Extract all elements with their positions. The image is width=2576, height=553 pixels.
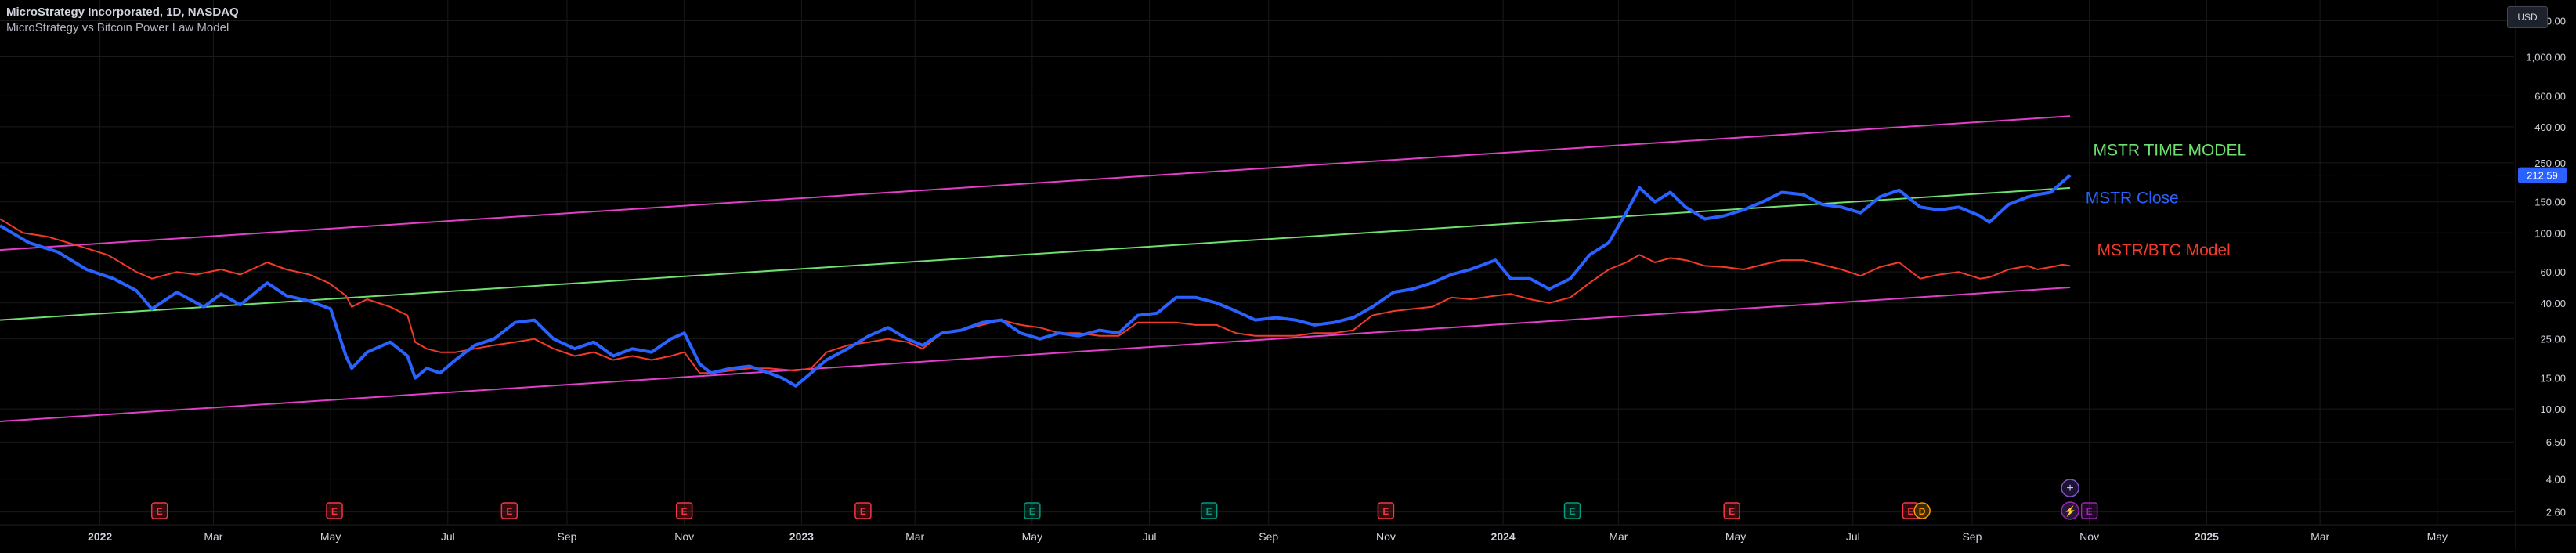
svg-text:E: E xyxy=(506,506,512,517)
y-tick-label: 2.60 xyxy=(2546,507,2566,519)
annotation-mstr-time-model: MSTR TIME MODEL xyxy=(2094,142,2247,160)
x-tick-label: 2023 xyxy=(789,530,814,543)
svg-text:E: E xyxy=(1729,506,1735,517)
y-tick-label: 150.00 xyxy=(2534,197,2566,208)
svg-text:E: E xyxy=(1907,506,1913,517)
x-tick-label: 2024 xyxy=(1491,530,1516,543)
y-tick-label: 400.00 xyxy=(2534,121,2566,133)
y-tick-label: 250.00 xyxy=(2534,157,2566,169)
dividend-icon[interactable] xyxy=(1913,502,1931,519)
series-mstr-close[interactable] xyxy=(0,174,2072,388)
split-icon-glyph: ⚡ xyxy=(2064,505,2076,518)
svg-text:E: E xyxy=(1206,506,1212,517)
add-plus-icon[interactable] xyxy=(2061,479,2079,497)
y-tick-label: 15.00 xyxy=(2540,373,2566,385)
svg-text:E: E xyxy=(157,506,163,517)
svg-text:E: E xyxy=(1029,506,1035,517)
x-tick-label: Nov xyxy=(674,530,694,543)
y-tick-label: 6.50 xyxy=(2546,436,2566,448)
chart-header: MicroStrategy Incorporated, 1D, NASDAQ M… xyxy=(6,5,239,36)
indicator-title[interactable]: MicroStrategy vs Bitcoin Power Law Model xyxy=(6,21,229,34)
x-tick-label: Mar xyxy=(204,530,222,543)
earnings-flag-icon[interactable]: E xyxy=(326,502,343,519)
dividend-icon-glyph: D xyxy=(1919,506,1926,517)
x-tick-label: Mar xyxy=(1609,530,1628,543)
earnings-flag-icon[interactable]: E xyxy=(854,502,872,519)
y-tick-label: 10.00 xyxy=(2540,403,2566,415)
y-tick-label: 4.00 xyxy=(2546,474,2566,486)
earnings-flag-icon[interactable]: E xyxy=(150,502,168,519)
earnings-flag-icon[interactable]: E xyxy=(500,502,518,519)
svg-text:E: E xyxy=(681,506,688,517)
svg-text:E: E xyxy=(1382,506,1389,517)
x-tick-label: Jul xyxy=(1846,530,1860,543)
x-tick-label: 2022 xyxy=(88,530,112,543)
x-tick-label: Sep xyxy=(1962,530,1982,543)
x-tick-label: Nov xyxy=(2079,530,2099,543)
y-tick-label: 40.00 xyxy=(2540,298,2566,309)
x-tick-label: May xyxy=(320,530,341,543)
y-tick-label: 600.00 xyxy=(2534,90,2566,102)
y-tick-label: 100.00 xyxy=(2534,227,2566,239)
x-tick-label: Mar xyxy=(905,530,924,543)
x-tick-label: May xyxy=(2427,530,2448,543)
svg-text:E: E xyxy=(2086,506,2093,517)
symbol-title[interactable]: MicroStrategy Incorporated, 1D, NASDAQ xyxy=(6,5,239,19)
x-tick-label: 2025 xyxy=(2195,530,2219,543)
last-price-label: 212.59 xyxy=(2527,170,2558,182)
earnings-flag-icon[interactable]: E xyxy=(1563,502,1581,519)
earnings-flag-icon[interactable]: E xyxy=(675,502,693,519)
svg-text:E: E xyxy=(860,506,866,517)
svg-text:E: E xyxy=(1569,506,1575,517)
series-mstr-time-model[interactable] xyxy=(0,186,2071,321)
currency-button[interactable]: USD xyxy=(2507,6,2548,28)
earnings-flag-icon[interactable]: E xyxy=(1024,502,1041,519)
x-tick-label: Sep xyxy=(1259,530,1278,543)
y-tick-label: 60.00 xyxy=(2540,266,2566,278)
split-icon[interactable] xyxy=(2061,501,2079,520)
x-tick-label: Sep xyxy=(558,530,577,543)
series-lower-band[interactable] xyxy=(0,287,2071,422)
last-price-tag[interactable] xyxy=(2518,167,2567,183)
x-tick-label: May xyxy=(1725,530,1746,543)
svg-text:E: E xyxy=(331,506,338,517)
earnings-flag-icon[interactable]: E xyxy=(1200,502,1218,519)
x-tick-label: Nov xyxy=(1376,530,1396,543)
x-tick-label: Mar xyxy=(2310,530,2329,543)
annotation-mstr-close: MSTR Close xyxy=(2086,190,2179,208)
x-tick-label: Jul xyxy=(1143,530,1157,543)
x-tick-label: May xyxy=(1022,530,1042,543)
y-tick-label: 1,000.00 xyxy=(2526,51,2566,63)
series-upper-band[interactable] xyxy=(0,115,2071,251)
annotation-mstr-btc-model: MSTR/BTC Model xyxy=(2097,241,2230,259)
earnings-flag-icon[interactable]: E xyxy=(1723,502,1740,519)
earnings-flag-icon[interactable]: E xyxy=(2080,502,2098,519)
earnings-flag-icon[interactable]: E xyxy=(1377,502,1395,519)
x-tick-label: Jul xyxy=(441,530,455,543)
add-plus-icon-glyph: + xyxy=(2066,482,2073,495)
y-tick-label: 25.00 xyxy=(2540,334,2566,345)
